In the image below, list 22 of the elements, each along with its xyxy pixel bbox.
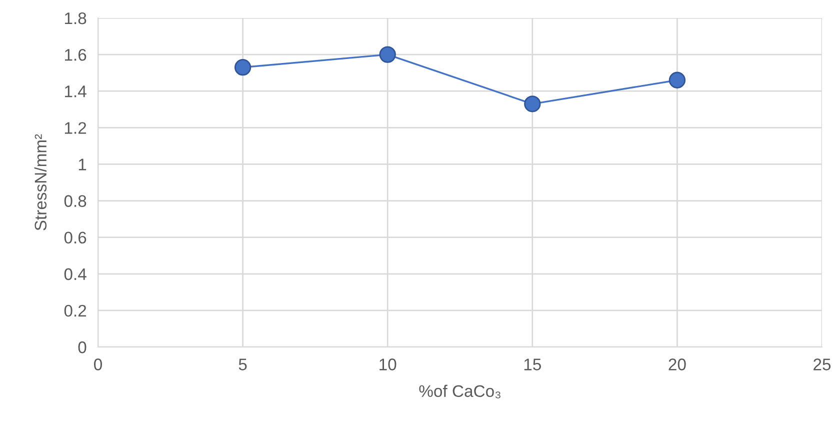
x-axis-title: %of CaCo₃ (419, 384, 500, 398)
y-tick-label: 1.6 (64, 48, 86, 61)
x-tick-label: 15 (524, 358, 541, 370)
point (668, 72, 686, 88)
point (234, 59, 252, 76)
y-tick-label: 0.2 (64, 304, 86, 317)
point (379, 46, 396, 63)
y-tick-label: 1.8 (64, 12, 86, 24)
y-tick-label: 0.6 (64, 232, 86, 244)
x-tick-label: 5 (238, 358, 247, 370)
x-tick-label: 20 (668, 358, 686, 370)
point (524, 96, 541, 112)
y-tick-label: 1 (78, 158, 86, 170)
x-tick-label: 25 (814, 358, 831, 370)
y-tick-label: 0.8 (64, 195, 86, 207)
y-axis-title: StressN/mm² (34, 134, 47, 230)
x-tick-label: 10 (380, 358, 396, 370)
y-tick-label: 1.2 (64, 122, 86, 134)
y-tick-label: 1.4 (64, 86, 86, 98)
x-tick-label: 0 (94, 358, 102, 370)
y-tick-label: 0.4 (64, 268, 86, 280)
y-tick-label: 0 (78, 341, 86, 354)
